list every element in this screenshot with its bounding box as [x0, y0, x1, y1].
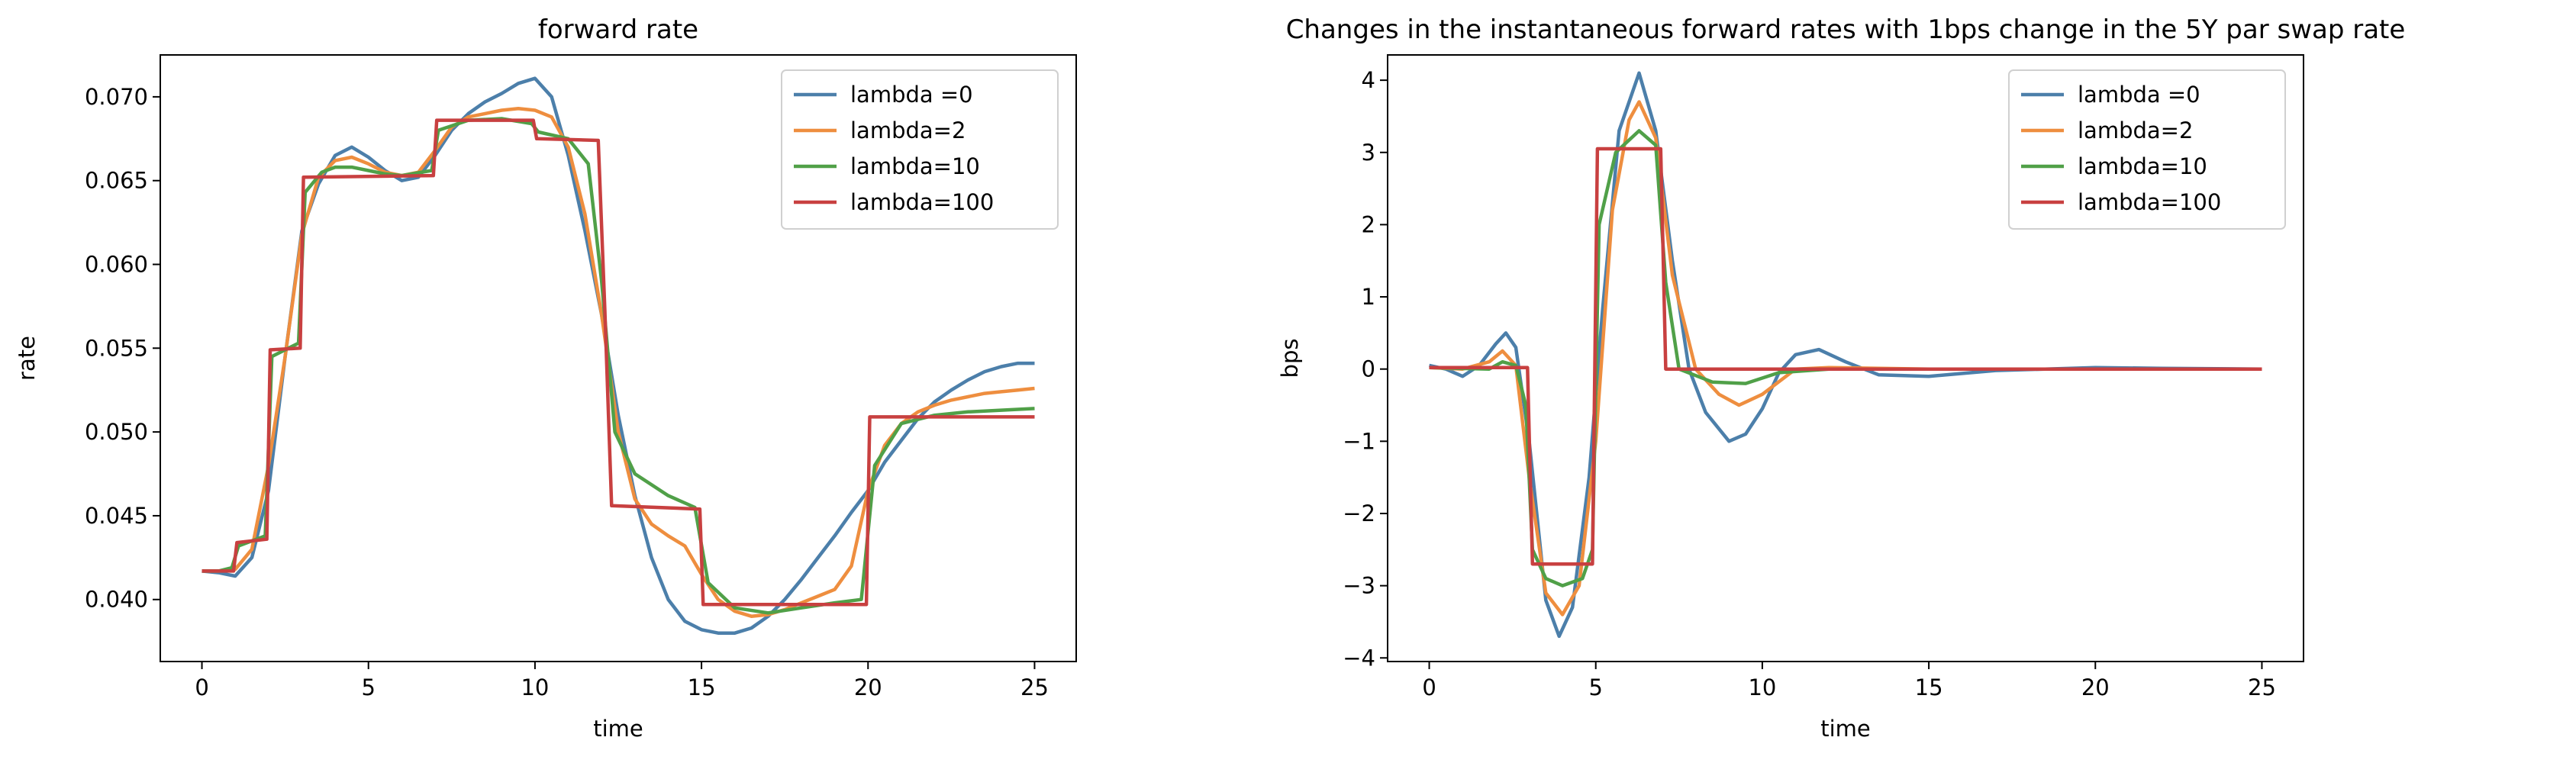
legend-label: lambda=2	[850, 118, 966, 143]
x-tick-label: 25	[1020, 674, 1049, 700]
x-tick-label: 10	[1748, 674, 1776, 700]
x-axis-label: time	[593, 716, 643, 742]
y-tick-label: 0.045	[85, 503, 148, 529]
series-layer	[1429, 71, 2262, 639]
legend-label: lambda=2	[2078, 118, 2193, 143]
chart-title: Changes in the instantaneous forward rat…	[1286, 14, 2406, 45]
plot-area: 0 5 10 15 20 25 0.040 0.045 0.050 0.055 0.060 0.06…	[85, 54, 1077, 700]
legend: lambda =0 lambda=2 lambda=10 lambda=100	[781, 69, 1059, 230]
x-axis: 0 5 10 15 20 25	[195, 662, 1049, 700]
series-line-2	[1429, 129, 2262, 588]
y-tick-label: 1	[1362, 284, 1375, 310]
y-axis: −4 −3 −2 −1 0 1 2 3 4	[1343, 67, 1388, 671]
x-tick-label: 5	[1589, 674, 1603, 700]
series-layer	[202, 76, 1035, 635]
y-tick-label: 0.055	[85, 335, 148, 361]
x-tick-label: 10	[521, 674, 549, 700]
forward-rate-chart: forward rate 0 5 10 15 20 25 0.0400.0450.0500…	[14, 14, 1077, 742]
y-tick-label: 0.050	[85, 419, 148, 445]
legend-label: lambda=100	[2078, 189, 2221, 215]
series-line-3	[1429, 146, 2262, 566]
y-tick-label: 4	[1362, 67, 1375, 93]
y-tick-label: 0.060	[85, 252, 148, 278]
series-line-1	[1429, 100, 2262, 617]
x-tick-label: 0	[195, 674, 208, 700]
chart-title: forward rate	[538, 14, 698, 45]
y-tick-label: 0.065	[85, 168, 148, 194]
y-tick-label: −1	[1343, 428, 1375, 454]
legend-label: lambda=100	[850, 189, 994, 215]
plot-area: 0 5 10 15 20 25 −4 −3 −2 −1 0 1 2 3 4	[1343, 54, 2304, 700]
axes-frame	[160, 54, 1077, 662]
y-tick-label: −2	[1343, 501, 1375, 526]
legend-label: lambda=10	[2078, 153, 2207, 179]
y-axis: 0.040 0.045 0.050 0.055 0.060 0.065 0.070	[85, 84, 160, 613]
x-tick-label: 20	[2081, 674, 2110, 700]
y-axis-label: rate	[14, 336, 40, 381]
legend-label: lambda =0	[2078, 82, 2200, 108]
x-axis: 0 5 10 15 20 25	[1422, 662, 2276, 700]
y-tick-label: −3	[1343, 573, 1375, 599]
y-tick-label: 0.070	[85, 84, 148, 110]
axes-frame	[1387, 54, 2304, 662]
x-tick-label: 15	[1915, 674, 1943, 700]
legend-label: lambda=10	[850, 153, 980, 179]
y-tick-label: 0	[1362, 356, 1375, 382]
legend-box	[781, 69, 1059, 230]
y-axis-label: bps	[1277, 339, 1303, 378]
y-tick-label: −4	[1343, 645, 1375, 671]
x-tick-label: 0	[1422, 674, 1436, 700]
series-line-3	[202, 118, 1035, 607]
series-line-0	[202, 76, 1035, 635]
y-tick-label: 2	[1362, 211, 1375, 237]
legend: lambda =0 lambda=2 lambda=10 lambda=100	[2008, 69, 2286, 230]
x-tick-label: 5	[362, 674, 376, 700]
y-tick-label: 3	[1362, 140, 1375, 166]
x-tick-label: 25	[2248, 674, 2276, 700]
forward-rate-change-chart: Changes in the instantaneous forward rat…	[1277, 14, 2405, 742]
x-tick-label: 15	[688, 674, 716, 700]
x-axis-label: time	[1820, 716, 1871, 742]
legend-box	[2008, 69, 2286, 230]
y-tick-label: 0.040	[85, 587, 148, 613]
legend-label: lambda =0	[850, 82, 973, 108]
x-tick-label: 20	[854, 674, 882, 700]
